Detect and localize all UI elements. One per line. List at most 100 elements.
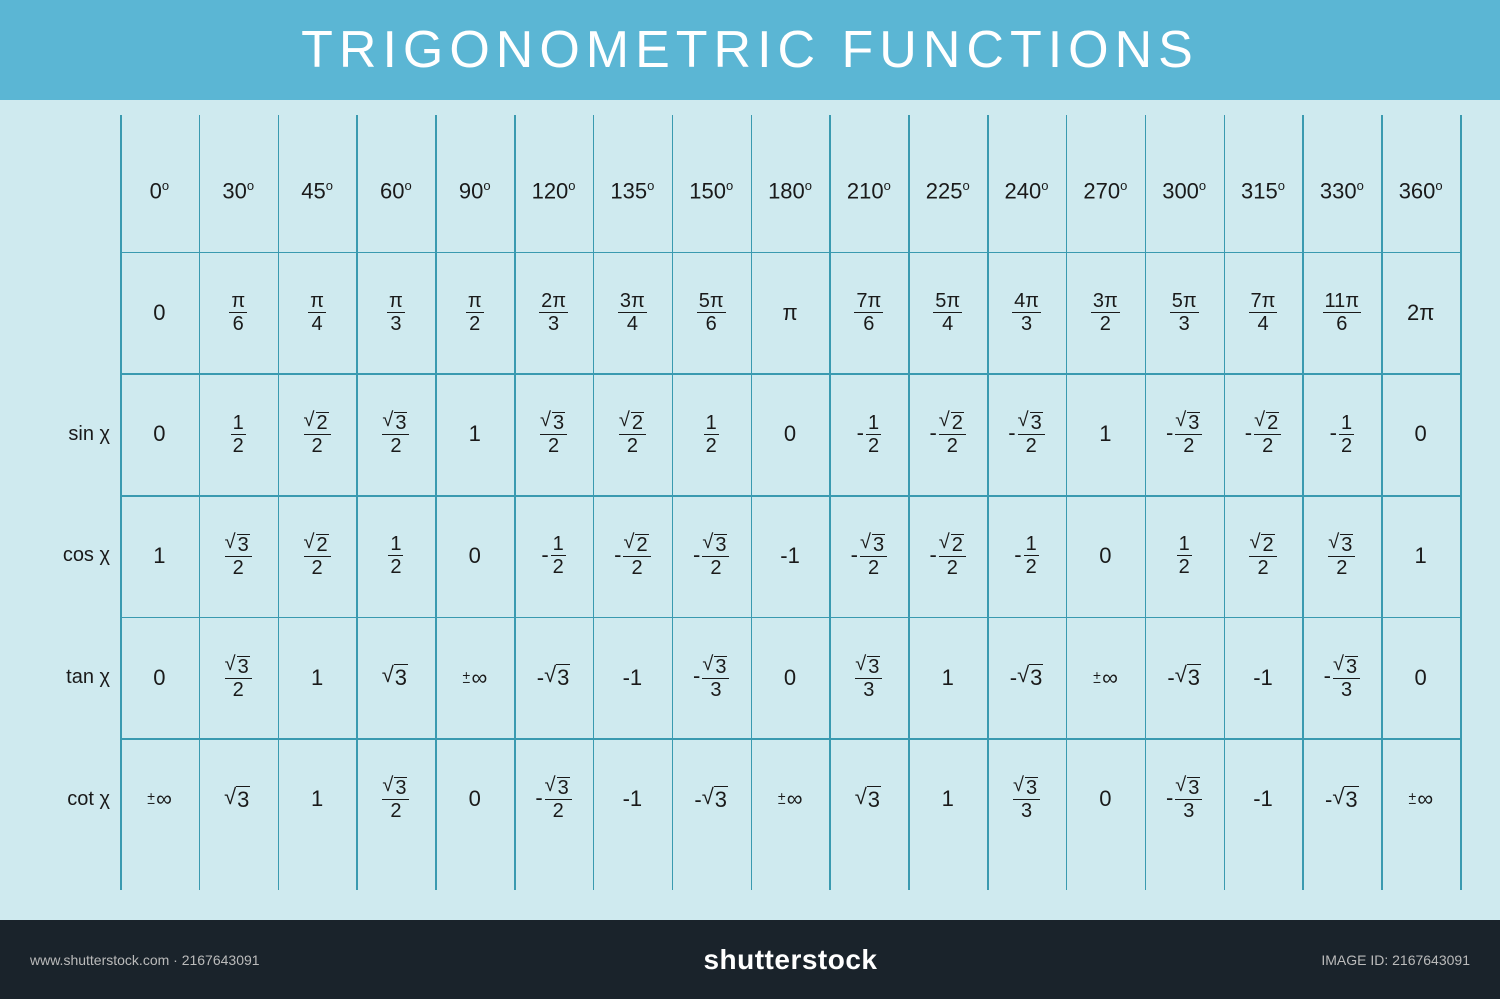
table-cell: -22	[908, 495, 987, 617]
table-area: sin χcos χtan χcot χ 0o30o45o60o90o120o1…	[0, 100, 1500, 920]
table-cell: 0	[751, 373, 830, 495]
row-labels: sin χcos χtan χcot χ	[40, 130, 120, 860]
table-cell: 33	[987, 738, 1066, 860]
table-cell: 0	[1066, 495, 1145, 617]
row-label	[40, 252, 120, 374]
table-cell: 90o	[435, 130, 514, 252]
table-cell: -3	[1145, 617, 1224, 739]
table-cell: 5π6	[672, 252, 751, 374]
table-cell: -32	[514, 738, 593, 860]
table-cell: -33	[1145, 738, 1224, 860]
table-cell: 45o	[278, 130, 357, 252]
table-cell: π	[751, 252, 830, 374]
table-cell: -1	[593, 617, 672, 739]
table-cell: 3	[199, 738, 278, 860]
table-cell: 0o	[120, 130, 199, 252]
grid-vline	[751, 115, 753, 890]
table-cell: 0	[1066, 738, 1145, 860]
table-cell: π2	[435, 252, 514, 374]
grid-vline	[278, 115, 280, 890]
grid-vline	[987, 115, 989, 890]
table-cell: 12	[356, 495, 435, 617]
grid-vline	[435, 115, 437, 890]
table-cell: 5π3	[1145, 252, 1224, 374]
table-cell: -22	[1224, 373, 1303, 495]
table-cell: 330o	[1302, 130, 1381, 252]
table-cell: -12	[514, 495, 593, 617]
footer-brand: shutterstock	[703, 944, 877, 976]
table-cell: 5π4	[908, 252, 987, 374]
table-cell: 2π3	[514, 252, 593, 374]
table-cell: 225o	[908, 130, 987, 252]
grid-vline	[199, 115, 201, 890]
table-cell: +−∞	[120, 738, 199, 860]
grid-vline	[1381, 115, 1383, 890]
table-cell: 4π3	[987, 252, 1066, 374]
table-row: 0o30o45o60o90o120o135o150o180o210o225o24…	[120, 130, 1460, 252]
table-cell: π4	[278, 252, 357, 374]
table-cell: 0	[1381, 617, 1460, 739]
grid-vline	[514, 115, 516, 890]
table-cell: 2π	[1381, 252, 1460, 374]
grid-vline	[120, 115, 122, 890]
row-label	[40, 130, 120, 252]
grid-hline	[120, 495, 1460, 497]
table-cell: 1	[1381, 495, 1460, 617]
table-cell: 32	[199, 617, 278, 739]
grid-vline	[672, 115, 674, 890]
table-cell: 120o	[514, 130, 593, 252]
table-cell: 3	[829, 738, 908, 860]
table-row: 0π6π4π3π22π33π45π6π7π65π44π33π25π37π411π…	[120, 252, 1460, 374]
trig-functions-chart: TRIGONOMETRIC FUNCTIONS sin χcos χtan χc…	[0, 0, 1500, 920]
row-label: tan χ	[40, 617, 120, 739]
table-cell: -33	[672, 617, 751, 739]
grid-vline	[1302, 115, 1304, 890]
footer-url: www.shutterstock.com · 2167643091	[30, 952, 260, 968]
brand-main: shutterstock	[703, 944, 877, 975]
table-cell: 3	[356, 617, 435, 739]
table-cell: π6	[199, 252, 278, 374]
table-cell: 7π4	[1224, 252, 1303, 374]
table-cell: 1	[1066, 373, 1145, 495]
table-cell: 240o	[987, 130, 1066, 252]
table-cell: 1	[278, 738, 357, 860]
chart-title: TRIGONOMETRIC FUNCTIONS	[0, 0, 1500, 100]
grid-hline	[120, 617, 1460, 619]
table-cell: 33	[829, 617, 908, 739]
table-cell: π3	[356, 252, 435, 374]
row-label: cot χ	[40, 738, 120, 860]
table-cell: -12	[1302, 373, 1381, 495]
table-cell: -1	[751, 495, 830, 617]
table-cell: -33	[1302, 617, 1381, 739]
grid-hline	[120, 738, 1460, 740]
grid-vline	[593, 115, 595, 890]
table-cell: 22	[278, 373, 357, 495]
table-cell: -12	[829, 373, 908, 495]
table-cell: 12	[672, 373, 751, 495]
table-cell: 12	[1145, 495, 1224, 617]
table-cell: -1	[1224, 738, 1303, 860]
table-cell: +−∞	[1381, 738, 1460, 860]
row-label: cos χ	[40, 495, 120, 617]
table-cell: 135o	[593, 130, 672, 252]
table-cell: 315o	[1224, 130, 1303, 252]
table-cell: 22	[1224, 495, 1303, 617]
grid-vline	[1224, 115, 1226, 890]
table-cell: -3	[514, 617, 593, 739]
table-cell: 0	[120, 252, 199, 374]
table-cell: -32	[987, 373, 1066, 495]
table-cell: 7π6	[829, 252, 908, 374]
table-cell: -3	[987, 617, 1066, 739]
table-row: 13222120-12-22-32-1-32-22-1201222321	[120, 495, 1460, 617]
stock-footer: www.shutterstock.com · 2167643091 shutte…	[0, 920, 1500, 999]
table-cell: -22	[908, 373, 987, 495]
table-cell: 1	[908, 738, 987, 860]
table-row: 012223213222120-12-22-321-32-22-120	[120, 373, 1460, 495]
table-cell: 0	[435, 738, 514, 860]
table-cell: 0	[120, 617, 199, 739]
table-cell: 22	[593, 373, 672, 495]
grid-vline	[1145, 115, 1147, 890]
grid-hline	[120, 252, 1460, 254]
table-cell: 210o	[829, 130, 908, 252]
table-cell: 32	[356, 373, 435, 495]
